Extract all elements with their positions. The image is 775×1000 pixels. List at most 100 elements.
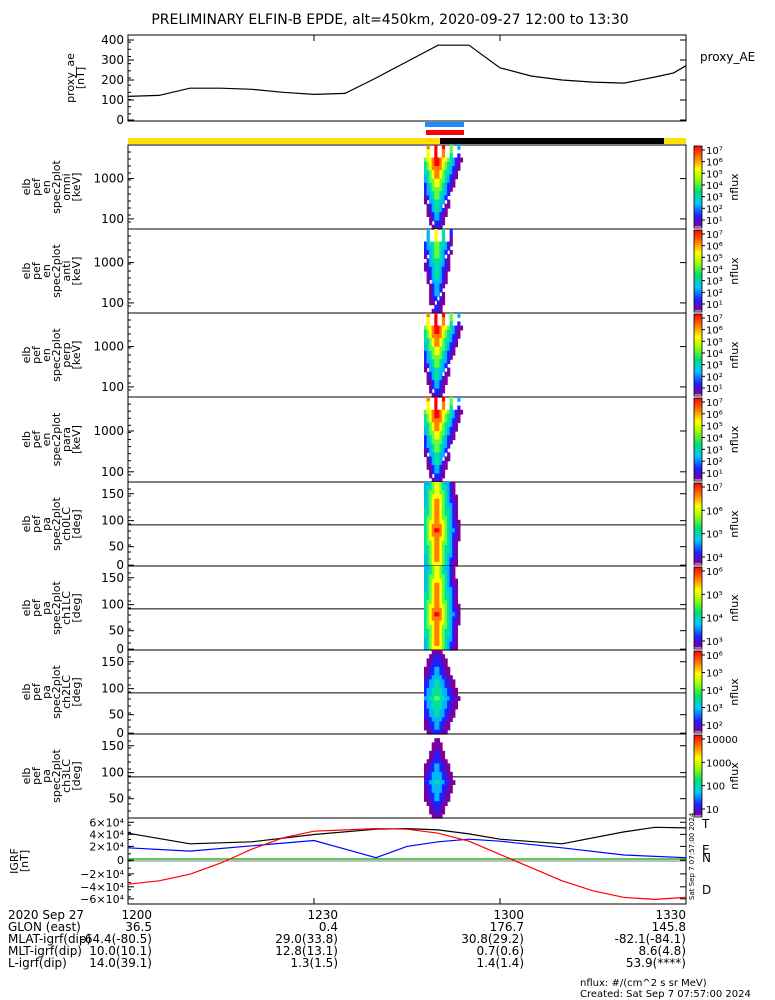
- spectrogram-cell: [447, 687, 451, 693]
- spectrogram-cell: [439, 435, 443, 441]
- spectrogram-cell: [429, 384, 433, 390]
- spectrogram-cell: [426, 536, 430, 542]
- spectrogram-cell: [447, 704, 451, 710]
- spectrogram-cell: [436, 482, 440, 487]
- spectrogram-cell: [434, 174, 438, 180]
- spectrogram-cell: [434, 700, 438, 706]
- spectrogram-cell: [447, 422, 451, 428]
- spectrogram-cell: [431, 275, 435, 280]
- spectrogram-cell: [449, 570, 453, 575]
- spectrogram-cell: [429, 750, 433, 756]
- spectrogram-cell: [457, 528, 461, 533]
- spectrogram-cell: [452, 683, 456, 689]
- spectrogram-cell: [434, 161, 438, 167]
- spectrogram-cell: [436, 767, 440, 773]
- spectrogram-cell: [444, 503, 448, 508]
- spectrogram-cell: [436, 507, 440, 512]
- spectrogram-cell: [439, 503, 443, 508]
- spectrogram-cell: [457, 313, 461, 318]
- panel-pa_ch3: elbpefpaspec2plotch3LC[deg]1501005010000…: [20, 733, 741, 819]
- spectrogram-cell: [449, 439, 453, 445]
- spectrogram-cell: [449, 170, 453, 175]
- spectrogram-cell: [434, 422, 438, 428]
- spectrogram-cell: [431, 671, 435, 676]
- spectrogram-cell: [439, 448, 443, 453]
- colorbar-tick-label: 10⁴: [706, 181, 723, 192]
- panel-frame: [127, 481, 687, 567]
- spectrogram-cell: [436, 199, 440, 205]
- spectrogram-cell: [439, 380, 443, 385]
- spectrogram-cell: [447, 599, 451, 605]
- spectrogram-cell: [436, 566, 440, 571]
- spectrogram-cell: [441, 666, 446, 672]
- spectrogram-cell: [424, 519, 428, 525]
- spectrogram-cell: [441, 342, 446, 348]
- spectrogram-cell: [439, 507, 443, 512]
- spectrogram-cell: [436, 587, 440, 592]
- spectrogram-cell: [436, 738, 440, 743]
- spectrogram-cell: [434, 465, 438, 470]
- spectrogram-cell: [431, 460, 435, 466]
- spectrogram-cell: [431, 532, 435, 538]
- spectrogram-cell: [439, 729, 443, 735]
- spectrogram-cell: [429, 350, 433, 356]
- spectrogram-cell: [449, 422, 453, 428]
- spectrogram-cell: [436, 805, 440, 811]
- spectrogram-cell: [424, 637, 428, 643]
- spectrogram-cell: [444, 767, 448, 773]
- spectrogram-cell: [424, 616, 428, 622]
- spectrogram-cell: [439, 460, 443, 466]
- spectrogram-cell: [431, 245, 435, 251]
- spectrogram-cell: [441, 166, 446, 171]
- spectrogram-cell: [424, 262, 428, 268]
- spectrogram-cell: [431, 536, 435, 542]
- spectrogram-cell: [452, 342, 456, 348]
- spectrogram-cell: [444, 780, 448, 785]
- spectrogram-cell: [431, 570, 435, 575]
- y-tick-label: 0: [117, 854, 124, 867]
- spectrogram-cell: [441, 208, 446, 213]
- spectrogram-cell: [447, 616, 451, 622]
- spectrogram-cell: [436, 776, 440, 781]
- spectrogram-cell: [449, 490, 453, 496]
- spectrogram-cell: [444, 616, 448, 622]
- spectrogram-cell: [426, 704, 430, 710]
- spectrogram-cell: [444, 431, 448, 436]
- spectrogram-cell: [426, 797, 430, 802]
- spectrogram-cell: [454, 557, 458, 563]
- spectrogram-cell: [449, 624, 453, 630]
- spectrogram-cell: [424, 254, 428, 259]
- spectrogram-cell: [424, 532, 428, 538]
- spectrogram-cell: [436, 448, 440, 453]
- spectrogram-cell: [424, 503, 428, 508]
- spectrogram-cell: [441, 671, 446, 676]
- spectrogram-cell: [444, 570, 448, 575]
- spectrogram-cell: [431, 658, 435, 664]
- spectrogram-cell: [426, 780, 430, 785]
- spectrogram-cell: [431, 654, 435, 659]
- spectrogram-cell: [444, 574, 448, 580]
- spectrogram-cell: [426, 371, 430, 377]
- spectrogram-cell: [449, 355, 453, 360]
- spectrogram-cell: [444, 599, 448, 605]
- spectrogram-cell: [426, 687, 430, 693]
- spectrogram-cell: [452, 587, 456, 592]
- spectrogram-cell: [447, 507, 451, 512]
- spectrogram-cell: [449, 313, 453, 318]
- spectrogram-cell: [447, 355, 451, 360]
- spectrogram-cell: [426, 608, 430, 613]
- spectrogram-cell: [434, 254, 438, 259]
- spectrogram-cell: [447, 767, 451, 773]
- spectrogram-cell: [429, 199, 433, 205]
- spectrogram-cell: [454, 174, 458, 180]
- spectrogram-cell: [439, 216, 443, 222]
- spectrogram-cell: [439, 174, 443, 180]
- spectrogram-cell: [441, 755, 446, 760]
- spectrogram-cell: [447, 595, 451, 601]
- spectrogram-cell: [431, 729, 435, 735]
- spectrogram-cell: [441, 380, 446, 385]
- spectrogram-cell: [426, 553, 430, 559]
- spectrogram-cell: [441, 801, 446, 806]
- spectrogram-cell: [431, 587, 435, 592]
- spectrogram-cell: [447, 490, 451, 496]
